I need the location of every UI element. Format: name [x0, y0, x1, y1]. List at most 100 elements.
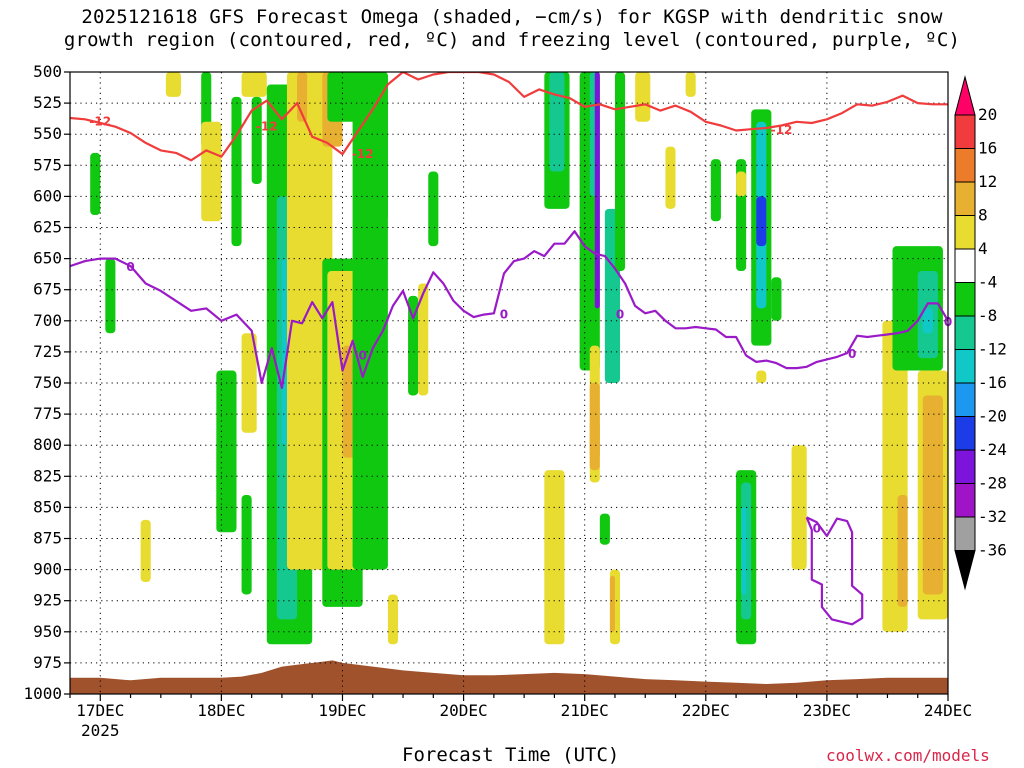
x-year-label: 2025	[81, 721, 120, 740]
x-axis-label: Forecast Time (UTC)	[402, 744, 620, 766]
x-axis: 17DEC 18DEC 19DEC 20DEC 21DEC 22DEC 23DEC 24DEC…	[69, 694, 972, 740]
freezing-contour-label: 0	[358, 348, 366, 362]
y-tick-label: 950	[33, 622, 62, 641]
x-tick-label: 22DEC	[682, 701, 730, 720]
colorbar-label: -28	[978, 474, 1007, 493]
contour-lines	[70, 72, 948, 626]
colorbar-label: -36	[978, 541, 1007, 560]
omega-region	[756, 370, 767, 383]
chart-title-line1: 2025121618 GFS Forecast Omega (shaded, −…	[81, 6, 943, 28]
colorbar-bin	[954, 416, 976, 451]
colorbar-bin	[954, 449, 976, 484]
x-tick-label: 21DEC	[561, 701, 609, 720]
omega-region	[544, 470, 565, 645]
omega-region	[231, 96, 242, 247]
colorbar-label: -8	[978, 306, 997, 325]
omega-region	[635, 72, 651, 122]
omega-region	[736, 171, 747, 197]
freezing-contour-label: 0	[813, 521, 821, 535]
omega-region	[241, 72, 267, 97]
omega-region	[710, 159, 721, 222]
freezing-contour-label: 0	[500, 307, 508, 321]
omega-region	[897, 557, 903, 576]
y-tick-label: 550	[33, 124, 62, 143]
omega-region	[614, 72, 626, 272]
grid-lines	[70, 72, 949, 694]
colorbar-top-arrow	[954, 75, 976, 116]
colorbar-bin	[954, 382, 976, 417]
omega-region	[897, 494, 908, 607]
dgz-contour-label: -12	[89, 115, 111, 129]
chart-title-line2: growth region (contoured, red, ºC) and f…	[63, 29, 961, 51]
omega-region	[771, 277, 782, 321]
omega-shading	[90, 72, 948, 645]
x-tick-label: 17DEC	[76, 701, 124, 720]
dgz-contour-label: -12	[352, 147, 374, 161]
freezing-contour-label: 0	[848, 347, 856, 361]
colorbar-label: -16	[978, 373, 1007, 392]
colorbar-label: -32	[978, 507, 1007, 526]
omega-region	[105, 258, 116, 334]
colorbar-label: -4	[978, 273, 997, 292]
omega-region	[428, 171, 439, 247]
colorbar: 20 16 12 8 4 -4 -8 -12 -16 -20 -24 -28 -32 -36	[954, 75, 1007, 591]
y-tick-label: 1000	[23, 684, 62, 703]
colorbar-label: 20	[978, 105, 997, 124]
x-tick-label: 24DEC	[924, 701, 972, 720]
omega-region	[922, 395, 943, 595]
omega-region	[756, 196, 767, 247]
omega-region	[599, 513, 610, 545]
colorbar-bin	[954, 248, 976, 283]
y-tick-label: 775	[33, 404, 62, 423]
colorbar-bottom-arrow	[954, 550, 976, 591]
omega-region	[594, 72, 600, 309]
colorbar-bin	[954, 181, 976, 216]
omega-region	[922, 308, 933, 334]
y-tick-label: 750	[33, 373, 62, 392]
terrain-area	[70, 660, 948, 694]
dgz-contour-label: -12	[771, 123, 793, 137]
colorbar-label: 12	[978, 172, 997, 191]
colorbar-label: -24	[978, 440, 1007, 459]
x-tick-label: 19DEC	[318, 701, 366, 720]
x-tick-label: 18DEC	[197, 701, 245, 720]
omega-region	[387, 594, 398, 645]
colorbar-label: 8	[978, 206, 988, 225]
freezing-contour-label: 0	[616, 307, 624, 321]
y-tick-label: 900	[33, 560, 62, 579]
y-axis: 500 525 550 575 600 625 650 675 700 725 750 775 800 8…	[23, 62, 70, 703]
omega-region	[665, 146, 676, 209]
omega-region	[327, 72, 358, 122]
omega-region	[201, 121, 222, 222]
colorbar-label: 4	[978, 239, 988, 258]
y-tick-label: 675	[33, 280, 62, 299]
y-tick-label: 875	[33, 529, 62, 548]
y-tick-label: 575	[33, 155, 62, 174]
y-tick-label: 500	[33, 62, 62, 81]
omega-region	[741, 507, 747, 595]
y-tick-label: 700	[33, 311, 62, 330]
omega-region	[377, 72, 388, 222]
dgz-contour-label: -12	[256, 119, 278, 133]
colorbar-bin	[954, 148, 976, 183]
omega-region	[342, 383, 353, 433]
colorbar-bin	[954, 349, 976, 384]
omega-region	[685, 72, 696, 97]
freezing-level-loop	[805, 516, 864, 626]
omega-region	[251, 96, 262, 184]
y-tick-label: 975	[33, 653, 62, 672]
colorbar-label: -12	[978, 340, 1007, 359]
y-tick-label: 850	[33, 497, 62, 516]
colorbar-bin	[954, 215, 976, 250]
omega-region	[241, 333, 257, 433]
omega-region	[418, 283, 429, 396]
omega-region	[609, 575, 615, 632]
colorbar-bin	[954, 315, 976, 350]
y-tick-label: 600	[33, 186, 62, 205]
x-tick-label: 20DEC	[440, 701, 488, 720]
credit-text[interactable]: coolwx.com/models	[826, 746, 990, 765]
omega-region	[589, 420, 600, 458]
y-tick-label: 525	[33, 93, 62, 112]
omega-region	[549, 72, 565, 172]
